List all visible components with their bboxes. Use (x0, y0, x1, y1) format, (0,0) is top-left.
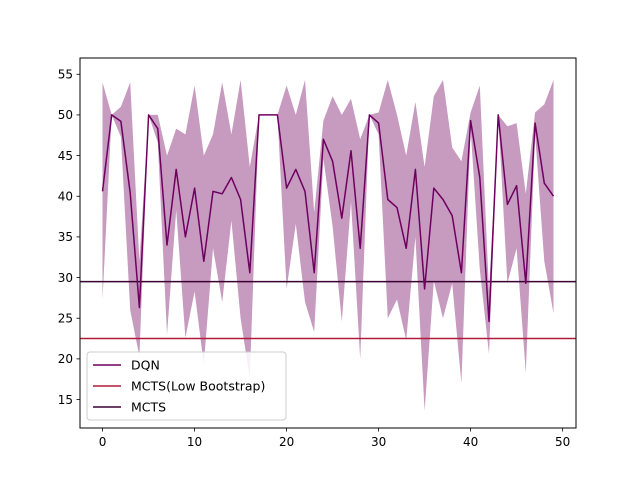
x-tick: 40 (463, 428, 478, 449)
y-tick: 25 (58, 312, 80, 326)
legend-label: DQN (131, 358, 160, 373)
dqn-confidence-band (102, 80, 554, 411)
y-tick-label: 25 (58, 312, 73, 326)
y-tick: 55 (58, 68, 80, 82)
legend-item: DQN (93, 358, 160, 373)
legend-item: MCTS (93, 400, 166, 415)
legend-label: MCTS(Low Bootstrap) (131, 379, 265, 394)
x-tick-label: 0 (99, 435, 107, 449)
x-tick: 50 (555, 428, 570, 449)
x-tick: 0 (99, 428, 107, 449)
x-tick: 30 (371, 428, 386, 449)
y-tick-label: 55 (58, 68, 73, 82)
constant-lines (80, 280, 576, 340)
x-tick-label: 50 (555, 435, 570, 449)
dqn-line (101, 114, 555, 323)
legend-box (86, 351, 287, 421)
y-tick-label: 50 (58, 108, 73, 122)
y-tick-label: 45 (58, 149, 73, 163)
y-tick: 50 (58, 108, 80, 122)
y-tick-label: 35 (58, 230, 73, 244)
legend: DQN MCTS(Low Bootstrap) MCTS (86, 351, 287, 421)
x-tick-label: 40 (463, 435, 478, 449)
x-tick-label: 10 (187, 435, 202, 449)
y-tick-label: 20 (58, 352, 73, 366)
plot-frame (79, 57, 577, 429)
x-tick: 10 (187, 428, 202, 449)
legend-label: MCTS (131, 400, 166, 415)
y-tick: 20 (58, 352, 80, 366)
legend-item: MCTS(Low Bootstrap) (93, 379, 265, 394)
y-tick-label: 40 (58, 190, 73, 204)
y-tick: 35 (58, 230, 80, 244)
y-tick: 45 (58, 149, 80, 163)
y-tick: 30 (58, 271, 80, 285)
y-axis-ticks: 15 20 25 30 35 40 45 50 55 (58, 68, 80, 407)
y-tick: 15 (58, 393, 80, 407)
series-lines (101, 114, 555, 323)
confidence-bands (102, 80, 554, 411)
x-tick-label: 20 (279, 435, 294, 449)
y-tick: 40 (58, 190, 80, 204)
x-tick: 20 (279, 428, 294, 449)
x-tick-label: 30 (371, 435, 386, 449)
y-tick-label: 15 (58, 393, 73, 407)
x-axis-ticks: 0 10 20 30 40 50 (99, 428, 570, 449)
y-tick-label: 30 (58, 271, 73, 285)
